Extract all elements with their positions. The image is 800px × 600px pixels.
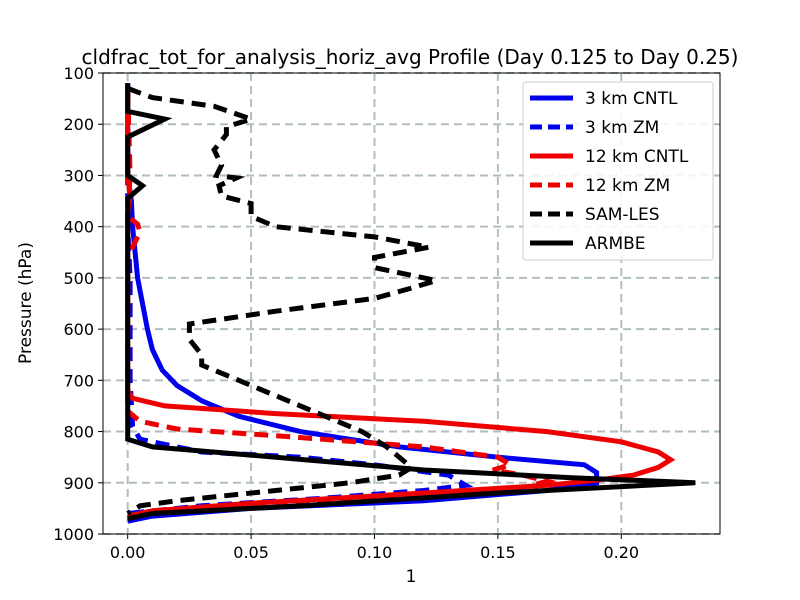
legend-label: 3 km ZM <box>585 118 659 138</box>
legend-label: 3 km CNTL <box>585 89 678 109</box>
x-tick-label: 0.20 <box>603 543 639 562</box>
series-layer <box>125 83 696 524</box>
plot-frame <box>102 72 721 535</box>
chart-title: cldfrac_tot_for_analysis_horiz_avg Profi… <box>82 45 739 69</box>
y-tick-label: 500 <box>63 269 94 288</box>
y-tick-label: 700 <box>63 371 94 390</box>
ticks: 0.00 0.05 0.10 0.15 0.20 100 200 300 400 500 600 70… <box>53 64 639 562</box>
y-tick-label: 100 <box>63 64 94 83</box>
y-tick-label: 600 <box>63 320 94 339</box>
series-line-sam-les <box>126 86 437 516</box>
y-tick-label: 1000 <box>53 525 94 544</box>
legend-label: 12 km CNTL <box>585 147 689 167</box>
legend-label: 12 km ZM <box>585 176 670 196</box>
x-tick-label: 0.15 <box>480 543 516 562</box>
y-tick-label: 300 <box>63 166 94 185</box>
y-tick-label: 200 <box>63 115 94 134</box>
series-line-12-km-zm <box>125 88 558 519</box>
legend: 3 km CNTL 3 km ZM 12 km CNTL 12 km ZM SAM-LE… <box>522 81 714 261</box>
y-tick-label: 400 <box>63 218 94 237</box>
legend-label: ARMBE <box>585 234 646 254</box>
y-tick-label: 900 <box>63 474 94 493</box>
x-tick-label: 0.10 <box>357 543 393 562</box>
x-tick-label: 0.05 <box>233 543 269 562</box>
legend-label: SAM-LES <box>585 205 660 225</box>
series-line-armbe <box>125 83 696 522</box>
x-axis-label: 1 <box>406 567 417 587</box>
x-tick-label: 0.00 <box>110 543 146 562</box>
y-tick-label: 800 <box>63 423 94 442</box>
y-axis-label: Pressure (hPa) <box>16 242 36 364</box>
